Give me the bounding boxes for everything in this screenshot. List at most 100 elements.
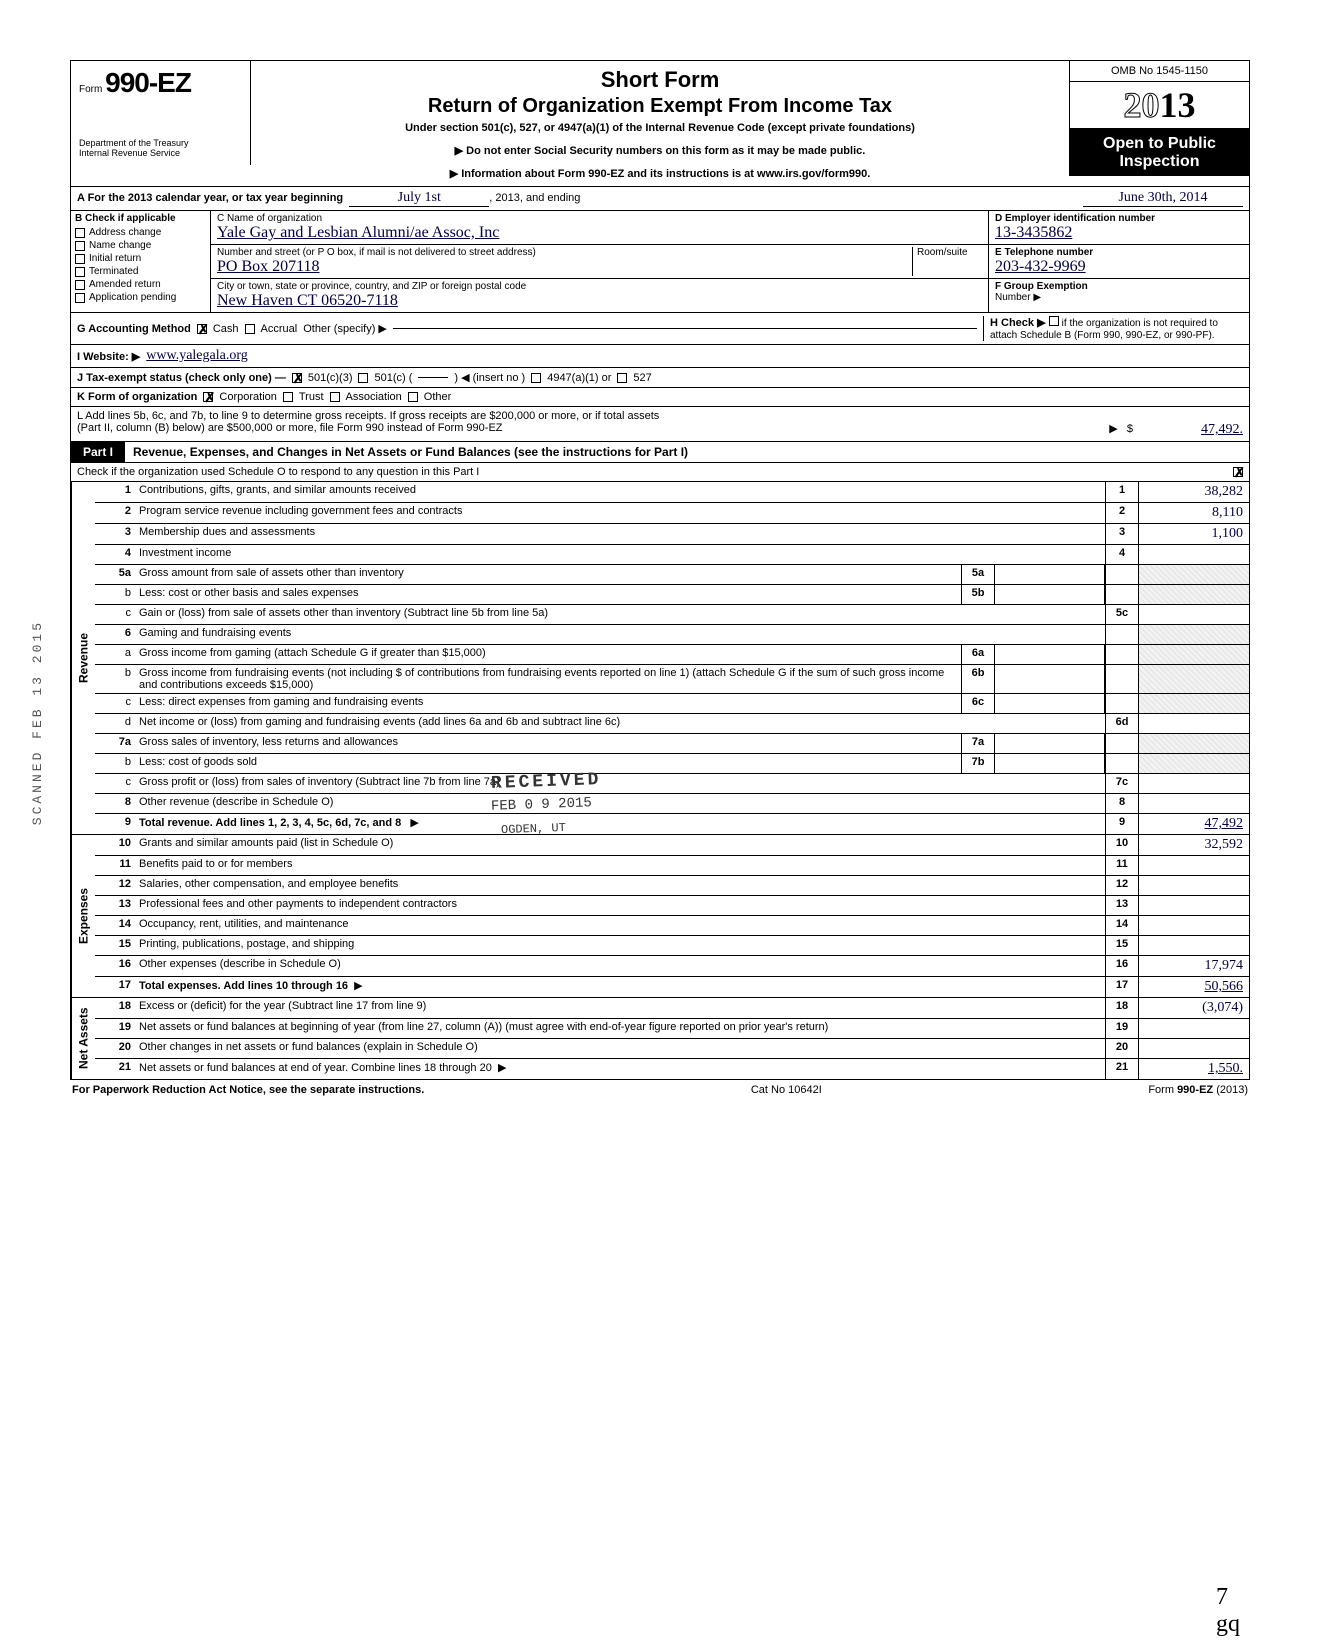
ln-16-num: 16 — [95, 956, 135, 976]
dept-treasury: Department of the Treasury Internal Reve… — [79, 139, 242, 159]
ln-6-num: 6 — [95, 625, 135, 644]
ln-17-desc: Total expenses. Add lines 10 through 16 … — [135, 977, 1105, 997]
ln-5b-desc: Less: cost or other basis and sales expe… — [135, 585, 961, 604]
ln-11-num: 11 — [95, 856, 135, 875]
ln-5a-iamt — [995, 565, 1105, 584]
chk-amended[interactable]: Amended return — [71, 278, 210, 291]
insert-no: ) ◀ (insert no ) — [454, 371, 525, 384]
chk-trust[interactable] — [283, 392, 293, 402]
row-k: K Form of organization Corporation Trust… — [70, 388, 1250, 407]
ln-10-desc: Grants and similar amounts paid (list in… — [135, 835, 1105, 855]
ln-11-desc: Benefits paid to or for members — [135, 856, 1105, 875]
chk-address-change[interactable]: Address change — [71, 226, 210, 239]
chk-label: Amended return — [89, 279, 161, 290]
lines-table: RECEIVED FEB 0 9 2015 OGDEN, UT Revenue … — [70, 482, 1250, 1080]
chk-cash[interactable] — [197, 324, 207, 334]
ln-9-desc-b: Total revenue. Add lines 1, 2, 3, 4, 5c,… — [139, 817, 401, 829]
ln-3-num: 3 — [95, 524, 135, 544]
chk-pending[interactable]: Application pending — [71, 291, 210, 304]
ln-7a-ib: 7a — [961, 734, 995, 753]
form-prefix: Form — [79, 84, 102, 95]
phone-row: E Telephone number 203-432-9969 — [989, 245, 1249, 279]
chk-h[interactable] — [1049, 316, 1059, 326]
chk-sched-o[interactable] — [1233, 467, 1243, 477]
phone-label-text: E Telephone number — [995, 247, 1093, 258]
ln-6b-iamt — [995, 665, 1105, 693]
ln-21-desc: Net assets or fund balances at end of ye… — [135, 1059, 1105, 1079]
chk-name-change[interactable]: Name change — [71, 239, 210, 252]
ln-18-amt: (3,074) — [1139, 998, 1249, 1018]
ln-15-box: 15 — [1105, 936, 1139, 955]
ein-label-text: D Employer identification number — [995, 213, 1155, 224]
footer-left: For Paperwork Reduction Act Notice, see … — [72, 1084, 424, 1096]
website-value: www.yalegala.org — [146, 348, 247, 364]
ln-8-amt — [1139, 794, 1249, 813]
ln-21-desc-t: Net assets or fund balances at end of ye… — [139, 1062, 492, 1074]
ln-20-desc: Other changes in net assets or fund bala… — [135, 1039, 1105, 1058]
ln-5a-desc: Gross amount from sale of assets other t… — [135, 565, 961, 584]
ln-16-box: 16 — [1105, 956, 1139, 976]
org-city: New Haven CT 06520-7118 — [217, 292, 982, 310]
ln-16-amt: 17,974 — [1139, 956, 1249, 976]
ln-3-amt: 1,100 — [1139, 524, 1249, 544]
ln-1-desc: Contributions, gifts, grants, and simila… — [135, 482, 1105, 502]
ln-14-desc: Occupancy, rent, utilities, and maintena… — [135, 916, 1105, 935]
ln-6-amt — [1139, 625, 1249, 644]
chk-terminated[interactable]: Terminated — [71, 265, 210, 278]
ln-3-desc: Membership dues and assessments — [135, 524, 1105, 544]
chk-initial-return[interactable]: Initial return — [71, 252, 210, 265]
form-number: Form 990-EZ — [79, 67, 242, 99]
ln-6a-box — [1105, 645, 1139, 664]
ln-6a-num: a — [95, 645, 135, 664]
ln-5b-ib: 5b — [961, 585, 995, 604]
ln-7b-box — [1105, 754, 1139, 773]
ln-9-num: 9 — [95, 814, 135, 834]
footer: For Paperwork Reduction Act Notice, see … — [70, 1080, 1250, 1100]
subtitle: Under section 501(c), 527, or 4947(a)(1)… — [261, 122, 1059, 134]
phone-value: 203-432-9969 — [995, 258, 1243, 276]
tax-year: 2013 — [1070, 82, 1249, 129]
chk-label: Initial return — [89, 253, 141, 264]
ln-6b-num: b — [95, 665, 135, 693]
ln-12-num: 12 — [95, 876, 135, 895]
ln-2-desc: Program service revenue including govern… — [135, 503, 1105, 523]
chk-corp[interactable] — [203, 392, 213, 402]
form-number-cell: Form 990-EZ Department of the Treasury I… — [71, 61, 251, 165]
ln-13-num: 13 — [95, 896, 135, 915]
ln-6b-box — [1105, 665, 1139, 693]
row-a-tax-year: A For the 2013 calendar year, or tax yea… — [70, 186, 1250, 211]
ln-18-desc: Excess or (deficit) for the year (Subtra… — [135, 998, 1105, 1018]
ln-12-amt — [1139, 876, 1249, 895]
chk-501c[interactable] — [358, 373, 368, 383]
ln-3-box: 3 — [1105, 524, 1139, 544]
org-addr-row: Number and street (or P O box, if mail i… — [211, 245, 988, 279]
chk-other-org[interactable] — [408, 392, 418, 402]
ein-label: D Employer identification number — [995, 213, 1243, 224]
chk-4947[interactable] — [531, 373, 541, 383]
info-line: ▶ Information about Form 990-EZ and its … — [261, 167, 1059, 180]
year-prefix: 20 — [1124, 85, 1160, 125]
ln-7a-desc: Gross sales of inventory, less returns a… — [135, 734, 961, 753]
chk-assoc[interactable] — [330, 392, 340, 402]
expenses-side-label: Expenses — [71, 835, 95, 997]
dept-line2: Internal Revenue Service — [79, 149, 242, 159]
ln-6b-amt — [1139, 665, 1249, 693]
chk-accrual[interactable] — [245, 324, 255, 334]
ln-17-box: 17 — [1105, 977, 1139, 997]
chk-501c3[interactable] — [292, 373, 302, 383]
ln-8-box: 8 — [1105, 794, 1139, 813]
netassets-side-label: Net Assets — [71, 998, 95, 1079]
row-a-begin: July 1st — [349, 190, 489, 207]
col-b: B Check if applicable Address change Nam… — [71, 211, 211, 312]
part1-sched-o: Check if the organization used Schedule … — [70, 463, 1250, 482]
ln-18-num: 18 — [95, 998, 135, 1018]
org-addr-label: Number and street (or P O box, if mail i… — [217, 247, 912, 258]
row-a-end: June 30th, 2014 — [1083, 190, 1243, 207]
chk-527[interactable] — [617, 373, 627, 383]
expenses-lines: 10Grants and similar amounts paid (list … — [95, 835, 1249, 997]
ln-5b-box — [1105, 585, 1139, 604]
scan-margin-text: SCANNED FEB 13 2015 — [30, 620, 45, 825]
ln-15-amt — [1139, 936, 1249, 955]
ein-value: 13-3435862 — [995, 224, 1243, 242]
org-addr: PO Box 207118 — [217, 258, 912, 276]
